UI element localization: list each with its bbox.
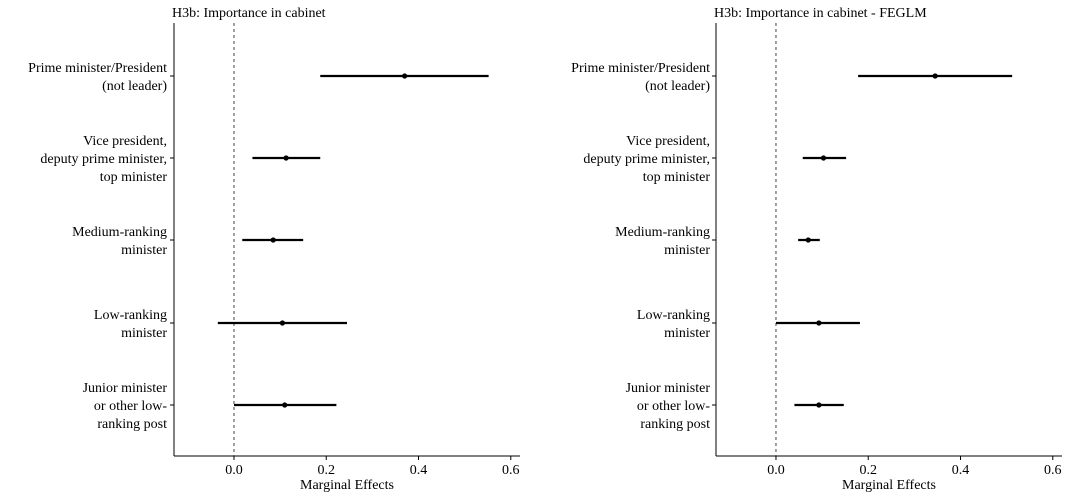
x-tick-label: 0.0 [767,463,785,478]
point-estimate [816,402,822,408]
x-tick-label: 0.2 [859,463,877,478]
category-label: Medium-ranking minister [72,225,167,258]
category-label-line: Vice president, [626,134,710,149]
point-estimate [820,155,827,161]
category-label: Low-ranking minister [637,308,710,341]
category-label-line: Vice president, [83,134,167,149]
point-estimate [816,320,822,326]
category-label-line: Medium-ranking [72,225,167,240]
point-estimate [283,155,289,161]
point-estimate [402,73,408,79]
category-label-line: Low-ranking [94,308,167,323]
category-label-line: or other low- [94,399,167,414]
x-tick-label: 0.2 [317,463,335,478]
category-label-line: Junior minister [626,381,711,396]
category-label-line: or other low- [637,399,710,414]
category-label: Prime minister/President (not leader) [28,61,167,94]
category-label-line: (not leader) [102,79,167,94]
point-estimate [932,73,938,79]
chart-panel-2: H3b: Importance in cabinet - FEGLM 0.0 0.2… [571,6,1062,493]
category-label: Low-ranking minister [94,308,167,341]
category-label-line: ranking post [640,417,710,432]
category-label-line: Prime minister/President [571,61,710,76]
category-label-line: minister [121,326,167,341]
category-label-line: Low-ranking [637,308,710,323]
x-tick-label: 0.4 [952,463,970,478]
chart-title: H3b: Importance in cabinet - FEGLM [714,6,927,21]
point-estimate [805,237,811,243]
category-label: Junior minister or other low-ranking post [626,381,711,432]
category-label-line: minister [664,326,710,341]
point-estimate [282,402,288,408]
x-tick-label: 0.6 [502,463,520,478]
category-label-line: top minister [100,170,168,185]
category-label: Junior minister or other low-ranking post [83,381,168,432]
category-label-line: Junior minister [83,381,168,396]
x-tick-label: 0.0 [225,463,243,478]
x-tick-label: 0.4 [410,463,428,478]
category-label-line: minister [664,243,710,258]
category-label: Medium-ranking minister [615,225,710,258]
category-label: Vice president, deputy prime minister, top… [40,134,167,185]
category-label-line: top minister [643,170,711,185]
category-label: Prime minister/President (not leader) [571,61,710,94]
category-label: Vice president, deputy prime minister, top… [583,134,710,185]
category-label-line: minister [121,243,167,258]
x-axis-label: Marginal Effects [842,478,936,493]
category-label-line: ranking post [97,417,167,432]
point-estimate [270,237,276,243]
category-label-line: (not leader) [645,79,710,94]
category-label-line: deputy prime minister, [40,152,167,167]
chart-panel-1: H3b: Importance in cabinet 0.0 0.2 0.4 0.6 Ma… [28,6,520,493]
category-label-line: Medium-ranking [615,225,710,240]
x-axis-label: Marginal Effects [300,478,394,493]
category-label-line: deputy prime minister, [583,152,710,167]
chart-title: H3b: Importance in cabinet [172,6,326,21]
category-label-line: Prime minister/President [28,61,167,76]
x-tick-label: 0.6 [1044,463,1062,478]
point-estimate [279,320,286,326]
